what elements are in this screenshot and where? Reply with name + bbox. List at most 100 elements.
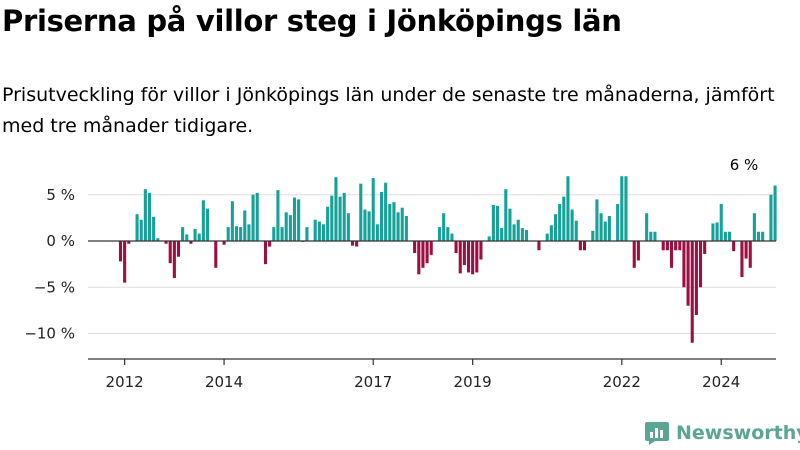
bar xyxy=(297,199,301,242)
bar xyxy=(674,241,678,251)
bar xyxy=(495,205,500,241)
bar xyxy=(127,241,131,244)
bar xyxy=(500,228,504,241)
last-value-annotation: 6 % xyxy=(730,156,759,174)
bar xyxy=(752,213,756,241)
bar xyxy=(226,227,230,242)
bar xyxy=(272,227,276,242)
bar xyxy=(558,204,562,241)
bar xyxy=(359,183,363,241)
bar xyxy=(508,208,512,242)
bar xyxy=(645,213,649,241)
grid-lines xyxy=(88,194,776,334)
bar xyxy=(172,241,176,278)
bar xyxy=(512,224,516,241)
bar xyxy=(123,241,127,283)
bar xyxy=(168,241,172,264)
bar xyxy=(715,222,719,241)
bar xyxy=(214,241,218,268)
bar xyxy=(417,241,421,275)
page-subtitle: Prisutveckling för villor i Jönköpings l… xyxy=(2,84,775,137)
bar xyxy=(450,233,454,241)
x-tick-label: 2024 xyxy=(702,373,740,391)
bar xyxy=(152,216,156,241)
bar xyxy=(193,228,197,241)
bar xyxy=(346,213,350,241)
bars xyxy=(118,176,777,343)
bar xyxy=(321,224,326,241)
bar xyxy=(690,241,694,343)
bar xyxy=(197,233,201,241)
y-axis-labels: 5 % 0 % −5 % −10 % xyxy=(24,186,75,343)
x-axis-labels: 2012 2014 2017 2019 2022 2024 xyxy=(106,359,740,391)
bar xyxy=(367,211,371,241)
bar xyxy=(732,241,736,252)
bar xyxy=(429,241,433,255)
bar xyxy=(744,241,748,259)
bar xyxy=(632,241,636,268)
bar xyxy=(222,241,226,245)
bar xyxy=(698,241,703,288)
bar xyxy=(566,176,570,241)
bar xyxy=(143,189,147,241)
bar xyxy=(678,241,682,251)
bar xyxy=(255,192,259,241)
bar xyxy=(553,214,558,241)
bar xyxy=(280,227,284,242)
bar xyxy=(437,227,442,242)
bar xyxy=(466,241,471,273)
bar xyxy=(520,228,524,241)
x-tick-label: 2022 xyxy=(603,373,641,391)
bar xyxy=(326,206,330,241)
bar xyxy=(404,216,408,241)
bar xyxy=(686,241,690,306)
bar xyxy=(748,241,752,268)
bar xyxy=(189,241,193,244)
bar xyxy=(384,182,388,241)
bar xyxy=(205,208,210,242)
bar xyxy=(288,215,292,241)
bar xyxy=(156,238,160,241)
bar xyxy=(118,241,123,262)
bar xyxy=(727,231,732,241)
bar xyxy=(338,196,342,241)
bar xyxy=(682,241,686,288)
bar xyxy=(591,230,595,241)
bar xyxy=(694,241,698,315)
bar xyxy=(355,241,359,247)
y-tick-label: 5 % xyxy=(46,186,75,204)
bar xyxy=(251,194,255,241)
bar xyxy=(330,195,334,241)
bar xyxy=(740,241,744,278)
bar xyxy=(181,227,185,242)
bar xyxy=(562,196,566,241)
bar xyxy=(719,204,723,241)
bar xyxy=(504,189,508,241)
bar xyxy=(616,204,620,241)
bar xyxy=(761,231,765,241)
bar xyxy=(665,241,669,251)
bar xyxy=(524,229,529,241)
bar xyxy=(545,233,549,241)
y-tick-label: −10 % xyxy=(24,325,75,343)
bar xyxy=(595,199,599,242)
bar xyxy=(350,241,355,246)
bar xyxy=(164,241,168,244)
bar xyxy=(620,176,624,241)
bar xyxy=(392,202,396,241)
bar xyxy=(661,241,665,251)
bar xyxy=(421,241,425,268)
bar xyxy=(653,231,657,241)
bar xyxy=(342,192,346,241)
bar xyxy=(371,178,375,241)
bar xyxy=(756,231,761,241)
bar xyxy=(139,219,143,241)
bar xyxy=(599,213,603,241)
bar xyxy=(334,177,338,241)
newsworthy-logo: Newsworthy xyxy=(644,420,800,446)
bar xyxy=(135,214,139,241)
bar xyxy=(243,210,247,241)
bar xyxy=(185,234,189,241)
bar xyxy=(268,241,272,247)
x-tick-label: 2017 xyxy=(354,373,392,391)
